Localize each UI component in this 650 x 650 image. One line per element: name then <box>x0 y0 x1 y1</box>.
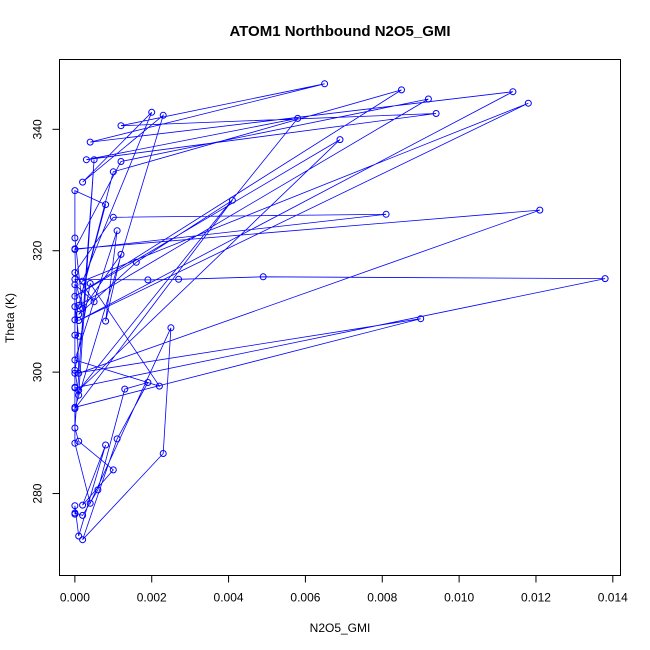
data-point <box>75 311 83 318</box>
data-point <box>155 382 163 390</box>
y-ticks: 280 300 320 340 <box>31 119 60 504</box>
data-point <box>79 277 87 285</box>
data-point <box>71 316 79 324</box>
data-point <box>71 269 79 277</box>
x-tick-label: 0.012 <box>521 591 551 605</box>
data-point <box>75 532 83 540</box>
data-point <box>117 158 125 165</box>
data-point <box>159 450 167 457</box>
data-point <box>71 331 79 339</box>
data-point <box>536 206 544 214</box>
data-point <box>432 110 440 117</box>
data-point <box>90 156 98 164</box>
series-layer <box>71 80 609 544</box>
data-point <box>417 315 425 323</box>
data-point <box>524 99 532 107</box>
data-point <box>79 536 87 544</box>
x-tick-label: 0.004 <box>214 591 244 605</box>
data-point <box>113 227 121 235</box>
data-point <box>424 95 432 103</box>
data-point <box>71 275 79 283</box>
y-tick-label: 340 <box>31 119 45 139</box>
x-tick-label: 0.000 <box>60 591 90 605</box>
data-point <box>336 136 344 144</box>
data-point <box>71 292 79 300</box>
data-point <box>71 303 79 311</box>
data-point <box>71 405 79 413</box>
y-tick-label: 300 <box>31 362 45 382</box>
data-point <box>228 196 236 204</box>
data-point <box>71 384 79 392</box>
x-tick-label: 0.002 <box>137 591 167 605</box>
data-point <box>113 435 121 443</box>
data-point <box>86 280 94 287</box>
data-point <box>102 441 110 449</box>
data-point <box>321 80 329 88</box>
data-point <box>75 391 83 399</box>
data-point <box>79 178 87 186</box>
x-tick-label: 0.006 <box>290 591 320 605</box>
data-point <box>102 317 110 325</box>
x-tick-label: 0.014 <box>598 591 628 605</box>
data-point <box>71 439 79 447</box>
data-point <box>109 213 117 221</box>
data-point <box>79 501 87 509</box>
data-point <box>71 369 79 377</box>
data-point <box>109 168 117 176</box>
data-point <box>159 111 167 119</box>
data-point <box>259 273 267 281</box>
data-point <box>132 258 140 266</box>
data-point <box>117 122 125 130</box>
x-axis: 0.000 0.002 0.004 0.006 0.008 0.010 0.012 0.014 <box>60 575 628 605</box>
data-point <box>509 88 517 96</box>
data-point <box>71 245 79 253</box>
data-point <box>398 86 405 94</box>
data-point <box>382 210 390 218</box>
data-point <box>82 156 90 164</box>
data-point <box>121 385 129 393</box>
data-point <box>75 332 83 340</box>
data-point <box>94 486 102 494</box>
x-tick-label: 0.010 <box>444 591 474 605</box>
data-point <box>75 301 83 309</box>
data-point <box>601 275 609 283</box>
data-point <box>71 356 79 364</box>
data-point <box>71 234 79 242</box>
data-point <box>144 276 152 284</box>
data-point <box>167 324 175 332</box>
x-tick-label: 0.008 <box>367 591 397 605</box>
x-axis-label: N2O5_GMI <box>310 621 371 635</box>
data-point <box>148 108 156 116</box>
data-point <box>71 510 79 518</box>
data-point <box>117 250 125 258</box>
data-point <box>86 499 94 507</box>
data-point <box>71 502 79 510</box>
y-axis-label: Theta (K) <box>3 293 17 343</box>
data-point <box>86 138 94 146</box>
series-line <box>74 83 606 540</box>
data-point <box>90 298 98 306</box>
y-axis: 280 300 320 340 <box>31 119 60 504</box>
data-point <box>71 366 79 374</box>
data-point <box>79 511 87 519</box>
y-tick-label: 280 <box>31 483 45 503</box>
data-point <box>71 187 79 195</box>
data-point <box>294 114 302 122</box>
data-point <box>102 201 110 209</box>
data-point <box>75 386 83 394</box>
data-point <box>109 466 117 474</box>
x-ticks: 0.000 0.002 0.004 0.006 0.008 0.010 0.012 0.014 <box>60 575 628 605</box>
series <box>71 80 609 544</box>
data-point <box>175 275 183 283</box>
data-point <box>144 379 152 386</box>
y-tick-label: 320 <box>31 240 45 260</box>
data-point <box>75 437 83 445</box>
data-point <box>71 424 79 432</box>
chart-title: ATOM1 Northbound N2O5_GMI <box>229 23 450 40</box>
data-point <box>71 281 79 289</box>
